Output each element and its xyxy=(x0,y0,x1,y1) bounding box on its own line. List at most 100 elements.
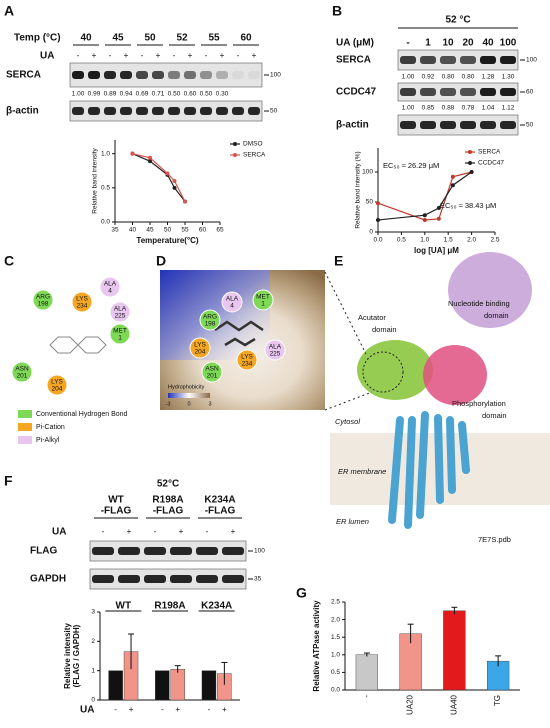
temp: 52 xyxy=(176,33,188,44)
transmembrane-helices xyxy=(388,411,470,529)
band xyxy=(120,107,132,115)
marker-label: 100 xyxy=(526,57,537,64)
band-value: 0.92 xyxy=(422,74,435,81)
band-value: 1.00 xyxy=(72,91,85,98)
bar xyxy=(201,670,217,701)
region-label: ER lumen xyxy=(336,517,369,526)
band-value: 0.30 xyxy=(216,91,229,98)
panel-label: E xyxy=(334,253,343,269)
band xyxy=(184,107,196,115)
residue-name: MET xyxy=(113,328,127,335)
blot xyxy=(69,62,263,88)
band-value: 0.80 xyxy=(462,74,475,81)
band xyxy=(136,107,148,115)
band xyxy=(222,575,244,583)
temp: 40 xyxy=(80,33,92,44)
band xyxy=(196,575,218,583)
y-tick-label: 0.0 xyxy=(331,687,340,694)
blot-label: β-actin xyxy=(6,106,39,117)
region-label: ER membrane xyxy=(338,467,386,476)
ua-label: UA xyxy=(40,51,54,62)
x-tick-label: UA20 xyxy=(406,694,415,715)
marker-label: 100 xyxy=(270,72,281,79)
band-value: 0.89 xyxy=(104,91,117,98)
blot xyxy=(397,82,519,102)
marker-label: 100 xyxy=(254,548,265,555)
band xyxy=(168,71,180,79)
ua-sign: + xyxy=(127,527,132,536)
x-tick-label: 2.5 xyxy=(490,237,499,244)
residue xyxy=(221,291,243,313)
band-value: 1.00 xyxy=(402,74,415,81)
y-tick-label: 2.5 xyxy=(331,599,340,606)
blot xyxy=(397,49,519,71)
legend-label: Conventional Hydrogen Bond xyxy=(36,411,128,418)
x-tick-label: 0.0 xyxy=(373,237,382,244)
band xyxy=(118,547,140,555)
construct: -FLAG xyxy=(205,506,236,517)
annotation: EC₅₀ ≈ 38.43 μM xyxy=(440,201,496,210)
band xyxy=(232,107,244,115)
band xyxy=(216,107,228,115)
panel-label: C xyxy=(4,253,14,269)
point xyxy=(376,218,380,222)
band-value: 1.00 xyxy=(402,105,415,112)
legend-label: Pi-Alkyl xyxy=(36,437,60,444)
y-tick-label: 50 xyxy=(366,199,374,206)
temp: 60 xyxy=(240,33,252,44)
ua-sign: - xyxy=(205,51,208,60)
band xyxy=(440,121,456,129)
dose: - xyxy=(406,38,409,49)
band xyxy=(400,88,416,96)
y-tick-label: 1 xyxy=(91,667,95,674)
zoom-lines xyxy=(324,271,373,411)
x-tick-label: - xyxy=(362,695,371,698)
ua-label: UA xyxy=(52,527,66,538)
dose: 40 xyxy=(482,38,494,49)
residue-number: 225 xyxy=(270,351,281,358)
band-value: 0.71 xyxy=(152,91,165,98)
y-tick-label: 0 xyxy=(369,229,373,236)
band xyxy=(88,107,100,115)
band-value: 0.94 xyxy=(120,91,133,98)
point xyxy=(436,206,441,210)
marker-label: 50 xyxy=(526,122,534,129)
ua-label: UA (μM) xyxy=(336,38,374,49)
ua-sign: - xyxy=(154,527,157,536)
band xyxy=(144,547,166,555)
x-tick-label: 60 xyxy=(199,227,207,234)
series-line xyxy=(377,171,472,221)
phosphorylation-domain xyxy=(423,345,487,405)
ua-sign: - xyxy=(102,527,105,536)
series-line xyxy=(132,153,186,202)
annotation: EC₅₀ ≈ 26.29 μM xyxy=(383,161,439,170)
point xyxy=(469,170,474,174)
construct: WT xyxy=(108,495,124,506)
residue-name: ARG xyxy=(203,314,217,321)
ua-sign: + xyxy=(220,51,225,60)
residue xyxy=(46,374,68,396)
point xyxy=(422,218,427,222)
residue-number: 234 xyxy=(77,303,88,310)
residue-number: 204 xyxy=(52,386,63,393)
residue-name: ALA xyxy=(269,344,282,351)
x-tick-label: 0.5 xyxy=(397,237,406,244)
point xyxy=(376,201,380,206)
band xyxy=(460,121,476,129)
residue-name: LYS xyxy=(51,379,63,386)
panel-label: D xyxy=(156,253,166,269)
scale-tick: -3 xyxy=(166,401,171,407)
ligand xyxy=(214,320,264,347)
ua-sign: + xyxy=(175,705,180,714)
residue xyxy=(99,276,121,298)
band xyxy=(152,71,164,79)
band-value: 0.50 xyxy=(200,91,213,98)
residue-number: 1 xyxy=(261,301,265,308)
blot xyxy=(89,540,247,562)
residue-name: ALA xyxy=(226,296,239,303)
band xyxy=(480,121,496,129)
dose: 1 xyxy=(425,38,431,49)
point xyxy=(130,151,135,156)
marker-label: 35 xyxy=(254,576,262,583)
